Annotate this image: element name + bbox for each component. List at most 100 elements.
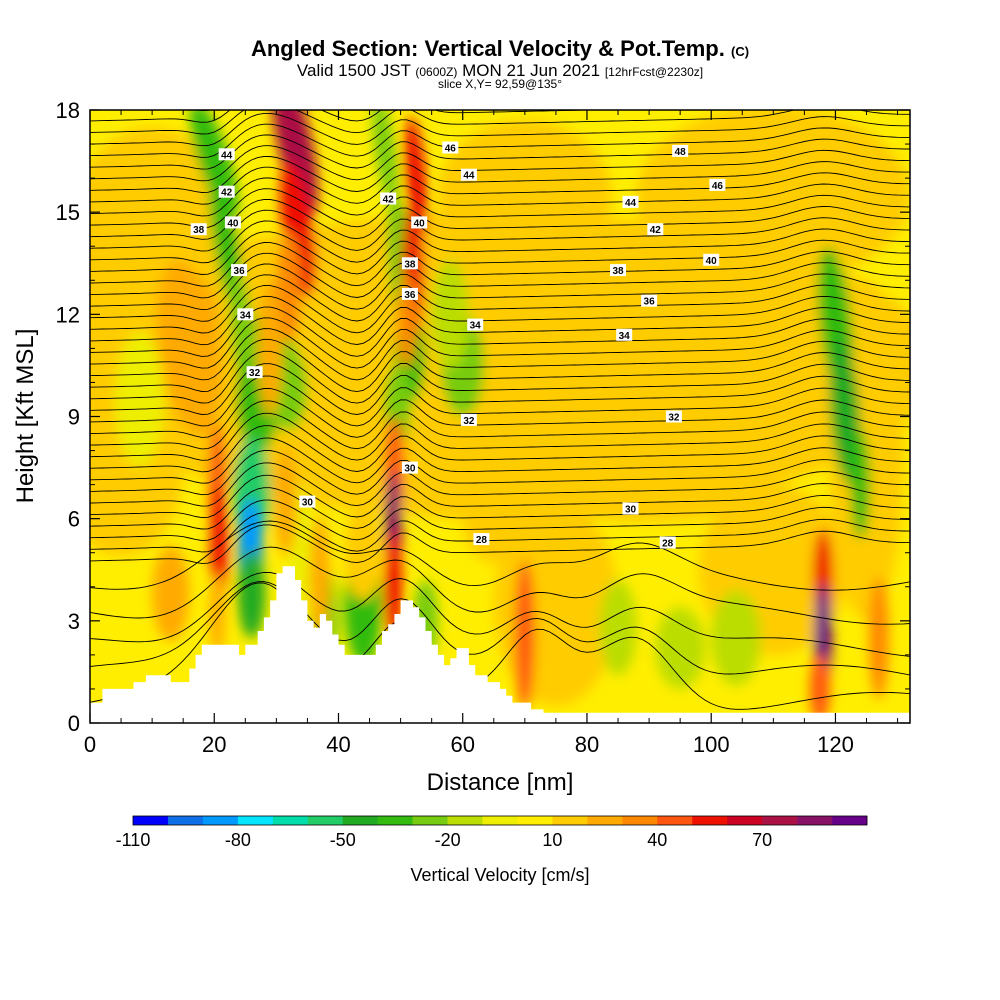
x-tick-label: 60 xyxy=(450,732,474,757)
contour-label: 36 xyxy=(644,297,656,308)
contour-label: 30 xyxy=(625,505,637,516)
contour-label-bg xyxy=(703,253,720,266)
contour-label-bg xyxy=(709,178,726,191)
plot-area: 44 42 40 38 36 34 32 30 42 40 38 36 30 46 44 34 32 28 48 46… xyxy=(90,110,910,723)
isentrope-line xyxy=(90,499,910,541)
velocity-cell xyxy=(309,515,330,638)
y-tick-label: 12 xyxy=(56,302,80,327)
contour-label: 30 xyxy=(302,498,314,509)
colorbar-swatch xyxy=(622,816,658,825)
x-tick-label: 120 xyxy=(817,732,854,757)
x-tick-label: 40 xyxy=(326,732,350,757)
velocity-cell xyxy=(462,474,525,563)
isentrope-line xyxy=(90,462,910,507)
contour-label-bg xyxy=(659,536,676,549)
slice-info: slice X,Y= 92,59@135° xyxy=(437,77,563,91)
y-tick-label: 0 xyxy=(68,711,80,736)
colorbar-swatch xyxy=(307,816,344,825)
velocity-cell xyxy=(397,273,417,369)
isentrope-line xyxy=(90,412,910,461)
contour-label-bg xyxy=(401,257,418,270)
y-tick-label: 15 xyxy=(56,200,80,225)
colorbar-label: 10 xyxy=(542,830,562,850)
velocity-cell xyxy=(114,331,165,468)
terrain-mask xyxy=(90,566,910,723)
isentrope-line xyxy=(90,220,910,264)
contour-label: 42 xyxy=(650,225,662,236)
isentrope-line xyxy=(90,112,910,147)
colorbar-swatch xyxy=(587,816,623,825)
contour-label-bg xyxy=(622,502,639,515)
colorbar-swatch xyxy=(797,816,833,825)
contour-label: 28 xyxy=(476,535,488,546)
isentrope-line xyxy=(90,263,910,311)
y-tick-label: 18 xyxy=(56,98,80,123)
contour-label: 32 xyxy=(668,413,680,424)
isentrope-line xyxy=(90,110,609,123)
isentrope-line xyxy=(90,582,910,710)
contour-label: 28 xyxy=(662,539,674,550)
isentrope-line xyxy=(90,375,910,427)
chart-title-text: Angled Section: Vertical Velocity & Pot.… xyxy=(250,36,725,61)
chart-subtitle: Valid 1500 JST (0600Z) MON 21 Jun 2021 [… xyxy=(0,61,1000,81)
isentrope-line xyxy=(90,487,910,530)
velocity-cell xyxy=(655,607,705,689)
isentrope-line xyxy=(90,546,910,625)
velocity-cell xyxy=(257,280,283,417)
velocity-cell xyxy=(276,232,302,342)
isentrope-line xyxy=(90,388,910,438)
isentrope-line xyxy=(90,188,910,229)
contour-label-bg xyxy=(411,216,428,229)
contour-label-bg xyxy=(224,216,241,229)
colorbar-swatch xyxy=(377,816,413,825)
colorbar-swatch xyxy=(657,816,693,825)
contour-label: 30 xyxy=(404,464,416,475)
contour-label-bg xyxy=(460,168,477,181)
colorbar-label: -110 xyxy=(116,830,151,850)
x-tick-label: 100 xyxy=(693,732,730,757)
colorbar-swatch xyxy=(762,816,798,825)
velocity-cell xyxy=(437,120,612,270)
isentrope-line xyxy=(90,328,910,381)
isentrope-line xyxy=(90,317,910,369)
contour-label: 38 xyxy=(612,266,624,277)
isentrope-line xyxy=(90,437,910,484)
isentrope-line xyxy=(90,209,910,252)
contour-label-bg xyxy=(218,148,235,161)
velocity-cell xyxy=(183,280,221,403)
isentrope-line xyxy=(90,520,910,591)
contour-label-bg xyxy=(190,223,207,236)
colorbar-label: 70 xyxy=(752,830,772,850)
isentrope-line xyxy=(90,306,910,357)
velocity-cell xyxy=(431,259,469,369)
colorbar-swatch xyxy=(692,816,728,825)
contour-label-bg xyxy=(231,264,248,277)
contour-label: 32 xyxy=(463,416,475,427)
colorbar-swatch xyxy=(727,816,763,825)
y-tick-label: 9 xyxy=(68,405,80,430)
contour-label-bg xyxy=(237,308,254,321)
isentrope-line xyxy=(193,110,212,112)
contour-label-bg xyxy=(401,461,418,474)
contour-label-bg xyxy=(246,366,263,379)
velocity-cell xyxy=(274,447,297,557)
isentrope-line xyxy=(90,450,910,496)
contour-label-bg xyxy=(442,141,459,154)
contour-label: 38 xyxy=(404,259,416,270)
colorbar-label: -50 xyxy=(330,830,356,850)
velocity-cell xyxy=(829,334,861,485)
contour-label-bg xyxy=(380,192,397,205)
isentrope-line xyxy=(90,123,910,158)
contour-label-bg xyxy=(460,413,477,426)
colorbar-frame xyxy=(132,815,868,826)
isentrope-line xyxy=(90,177,910,217)
contour-label: 46 xyxy=(445,144,457,155)
velocity-cell xyxy=(271,110,319,218)
contour-label: 42 xyxy=(221,188,233,199)
velocity-cell xyxy=(237,549,266,638)
chart-title-tag: (C) xyxy=(731,44,750,59)
contour-label: 34 xyxy=(470,321,482,332)
isentrope-line xyxy=(90,350,910,404)
contour-label: 36 xyxy=(404,290,416,301)
